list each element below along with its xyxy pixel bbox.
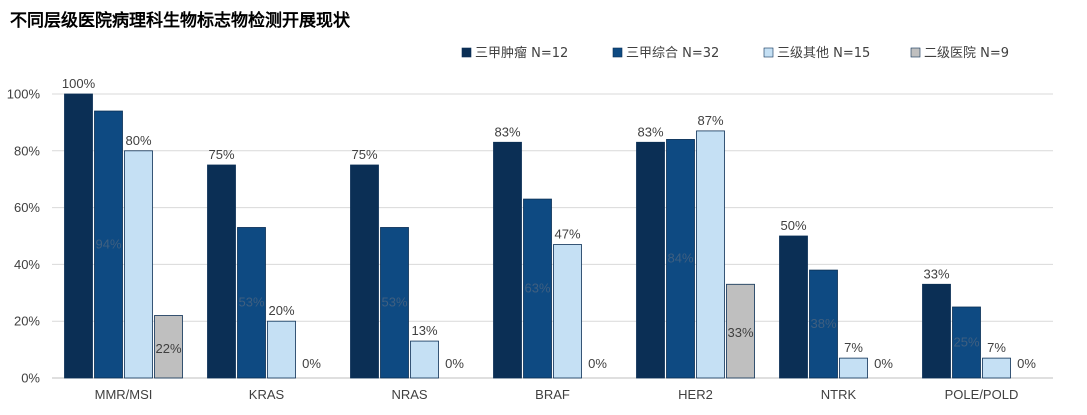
bar <box>410 340 439 379</box>
x-tick-label: KRAS <box>249 387 285 402</box>
data-label: 7% <box>987 340 1006 355</box>
bar <box>696 130 725 379</box>
bar <box>726 283 755 379</box>
x-tick-label: BRAF <box>535 387 570 402</box>
bar <box>636 141 665 379</box>
data-label: 84% <box>667 251 693 266</box>
legend-swatch <box>910 47 921 58</box>
y-tick-label: 80% <box>14 143 40 158</box>
y-tick-label: 100% <box>7 87 41 102</box>
data-label: 33% <box>923 266 949 281</box>
bar <box>779 235 808 379</box>
bar <box>666 139 695 379</box>
data-label: 0% <box>302 356 321 371</box>
data-label: 0% <box>588 356 607 371</box>
legend-label: 三甲综合 N=32 <box>626 46 719 61</box>
legend-swatch <box>461 47 472 58</box>
chart-title: 不同层级医院病理科生物标志物检测开展现状 <box>10 10 351 31</box>
data-label: 7% <box>844 340 863 355</box>
data-label: 0% <box>1017 356 1036 371</box>
y-axis: 0% 20% 40% 60% 80% 100% <box>7 87 41 386</box>
data-label: 50% <box>780 218 806 233</box>
x-axis: MMR/MSI KRAS NRAS BRAF HER2 NTRK POLE/POLD <box>95 387 1019 402</box>
data-label: 0% <box>874 356 893 371</box>
data-label: 100% <box>62 76 96 91</box>
x-tick-label: POLE/POLD <box>945 387 1019 402</box>
x-tick-label: NTRK <box>821 387 857 402</box>
bar <box>207 164 236 379</box>
data-label: 75% <box>351 147 377 162</box>
data-label: 38% <box>810 316 836 331</box>
data-label: 22% <box>155 341 181 356</box>
legend-label: 三级其他 N=15 <box>777 46 870 61</box>
bar <box>523 198 552 379</box>
bar <box>350 164 379 379</box>
legend-label: 二级医院 N=9 <box>924 46 1009 61</box>
data-label: 63% <box>524 281 550 296</box>
bar <box>124 150 153 379</box>
data-label: 83% <box>494 124 520 139</box>
data-label: 20% <box>268 303 294 318</box>
bar <box>809 269 838 379</box>
data-label: 53% <box>238 295 264 310</box>
bars <box>64 93 1011 379</box>
y-tick-label: 60% <box>14 200 40 215</box>
legend: 三甲肿瘤 N=12 三甲综合 N=32 三级其他 N=15 二级医院 N=9 <box>461 45 1009 61</box>
bar <box>154 315 183 379</box>
data-label: 94% <box>95 237 121 252</box>
legend-label: 三甲肿瘤 N=12 <box>475 45 568 61</box>
bar <box>553 244 582 379</box>
bar <box>952 306 981 379</box>
legend-swatch <box>612 47 623 58</box>
y-tick-label: 40% <box>14 257 40 272</box>
data-label: 13% <box>411 323 437 338</box>
bar <box>267 320 296 379</box>
bar <box>493 141 522 379</box>
x-tick-label: HER2 <box>678 387 713 402</box>
bar <box>839 357 868 379</box>
data-label: 75% <box>208 147 234 162</box>
data-labels: 100% 94% 80% 22% 75% 53% 20% 0% 75% 53% 13% 0% 83% 63… <box>62 76 1036 371</box>
gridlines <box>52 93 1053 379</box>
data-label: 83% <box>637 124 663 139</box>
data-label: 87% <box>697 113 723 128</box>
data-label: 0% <box>445 356 464 371</box>
data-label: 80% <box>125 133 151 148</box>
x-tick-label: MMR/MSI <box>95 387 153 402</box>
data-label: 33% <box>727 325 753 340</box>
bar <box>237 227 266 379</box>
legend-swatch <box>763 47 774 58</box>
bar <box>380 227 409 379</box>
bar <box>922 283 951 379</box>
bar <box>982 357 1011 379</box>
y-tick-label: 0% <box>21 371 40 386</box>
data-label: 47% <box>554 227 580 242</box>
x-tick-label: NRAS <box>391 387 427 402</box>
data-label: 53% <box>381 295 407 310</box>
y-tick-label: 20% <box>14 314 40 329</box>
data-label: 25% <box>953 335 979 350</box>
bar <box>94 110 123 379</box>
bar <box>64 93 93 379</box>
